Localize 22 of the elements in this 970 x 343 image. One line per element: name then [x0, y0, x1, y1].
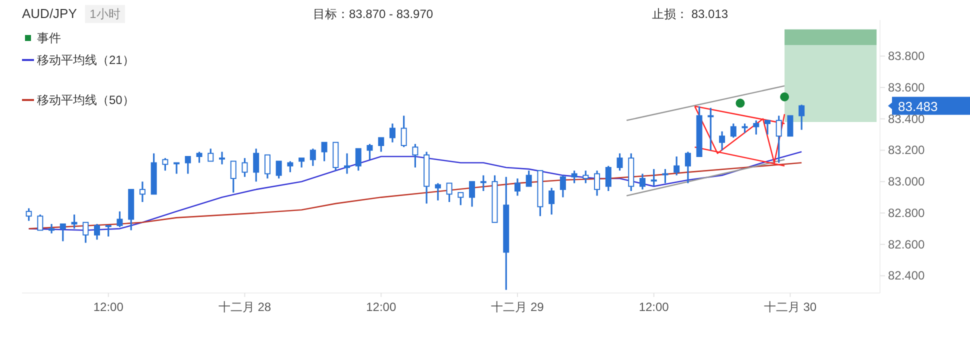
y-tick-label: 83.600 [888, 80, 926, 94]
legend-label: 移动平均线（50） [37, 93, 134, 107]
chart-subtitle: 1小时 [90, 7, 120, 21]
x-tick-label: 十二月 30 [764, 300, 817, 314]
legend-label: 事件 [37, 31, 61, 45]
y-tick-label: 83.800 [888, 49, 926, 64]
y-tick-label: 82.600 [888, 237, 926, 252]
annotation: 止损： 83.013 [652, 7, 728, 21]
text: 83.483 [898, 98, 938, 114]
x-tick-label: 十二月 28 [218, 300, 272, 314]
y-tick-label: 82.400 [888, 268, 926, 283]
x-tick-label: 12:00 [638, 300, 670, 314]
x-tick-label: 12:00 [366, 300, 396, 314]
legend-label: 移动平均线（21） [37, 53, 134, 67]
x-tick-label: 十二月 29 [491, 300, 544, 314]
y-tick-label: 82.800 [888, 206, 926, 220]
x-tick-label: 12:00 [93, 300, 124, 314]
y-tick-label: 83.400 [888, 112, 926, 126]
y-tick-label: 83.200 [888, 143, 926, 158]
y-tick-label: 83.000 [888, 174, 926, 189]
chart-title: AUD/JPY [22, 6, 78, 21]
annotation: 目标：83.870 - 83.970 [313, 7, 434, 21]
